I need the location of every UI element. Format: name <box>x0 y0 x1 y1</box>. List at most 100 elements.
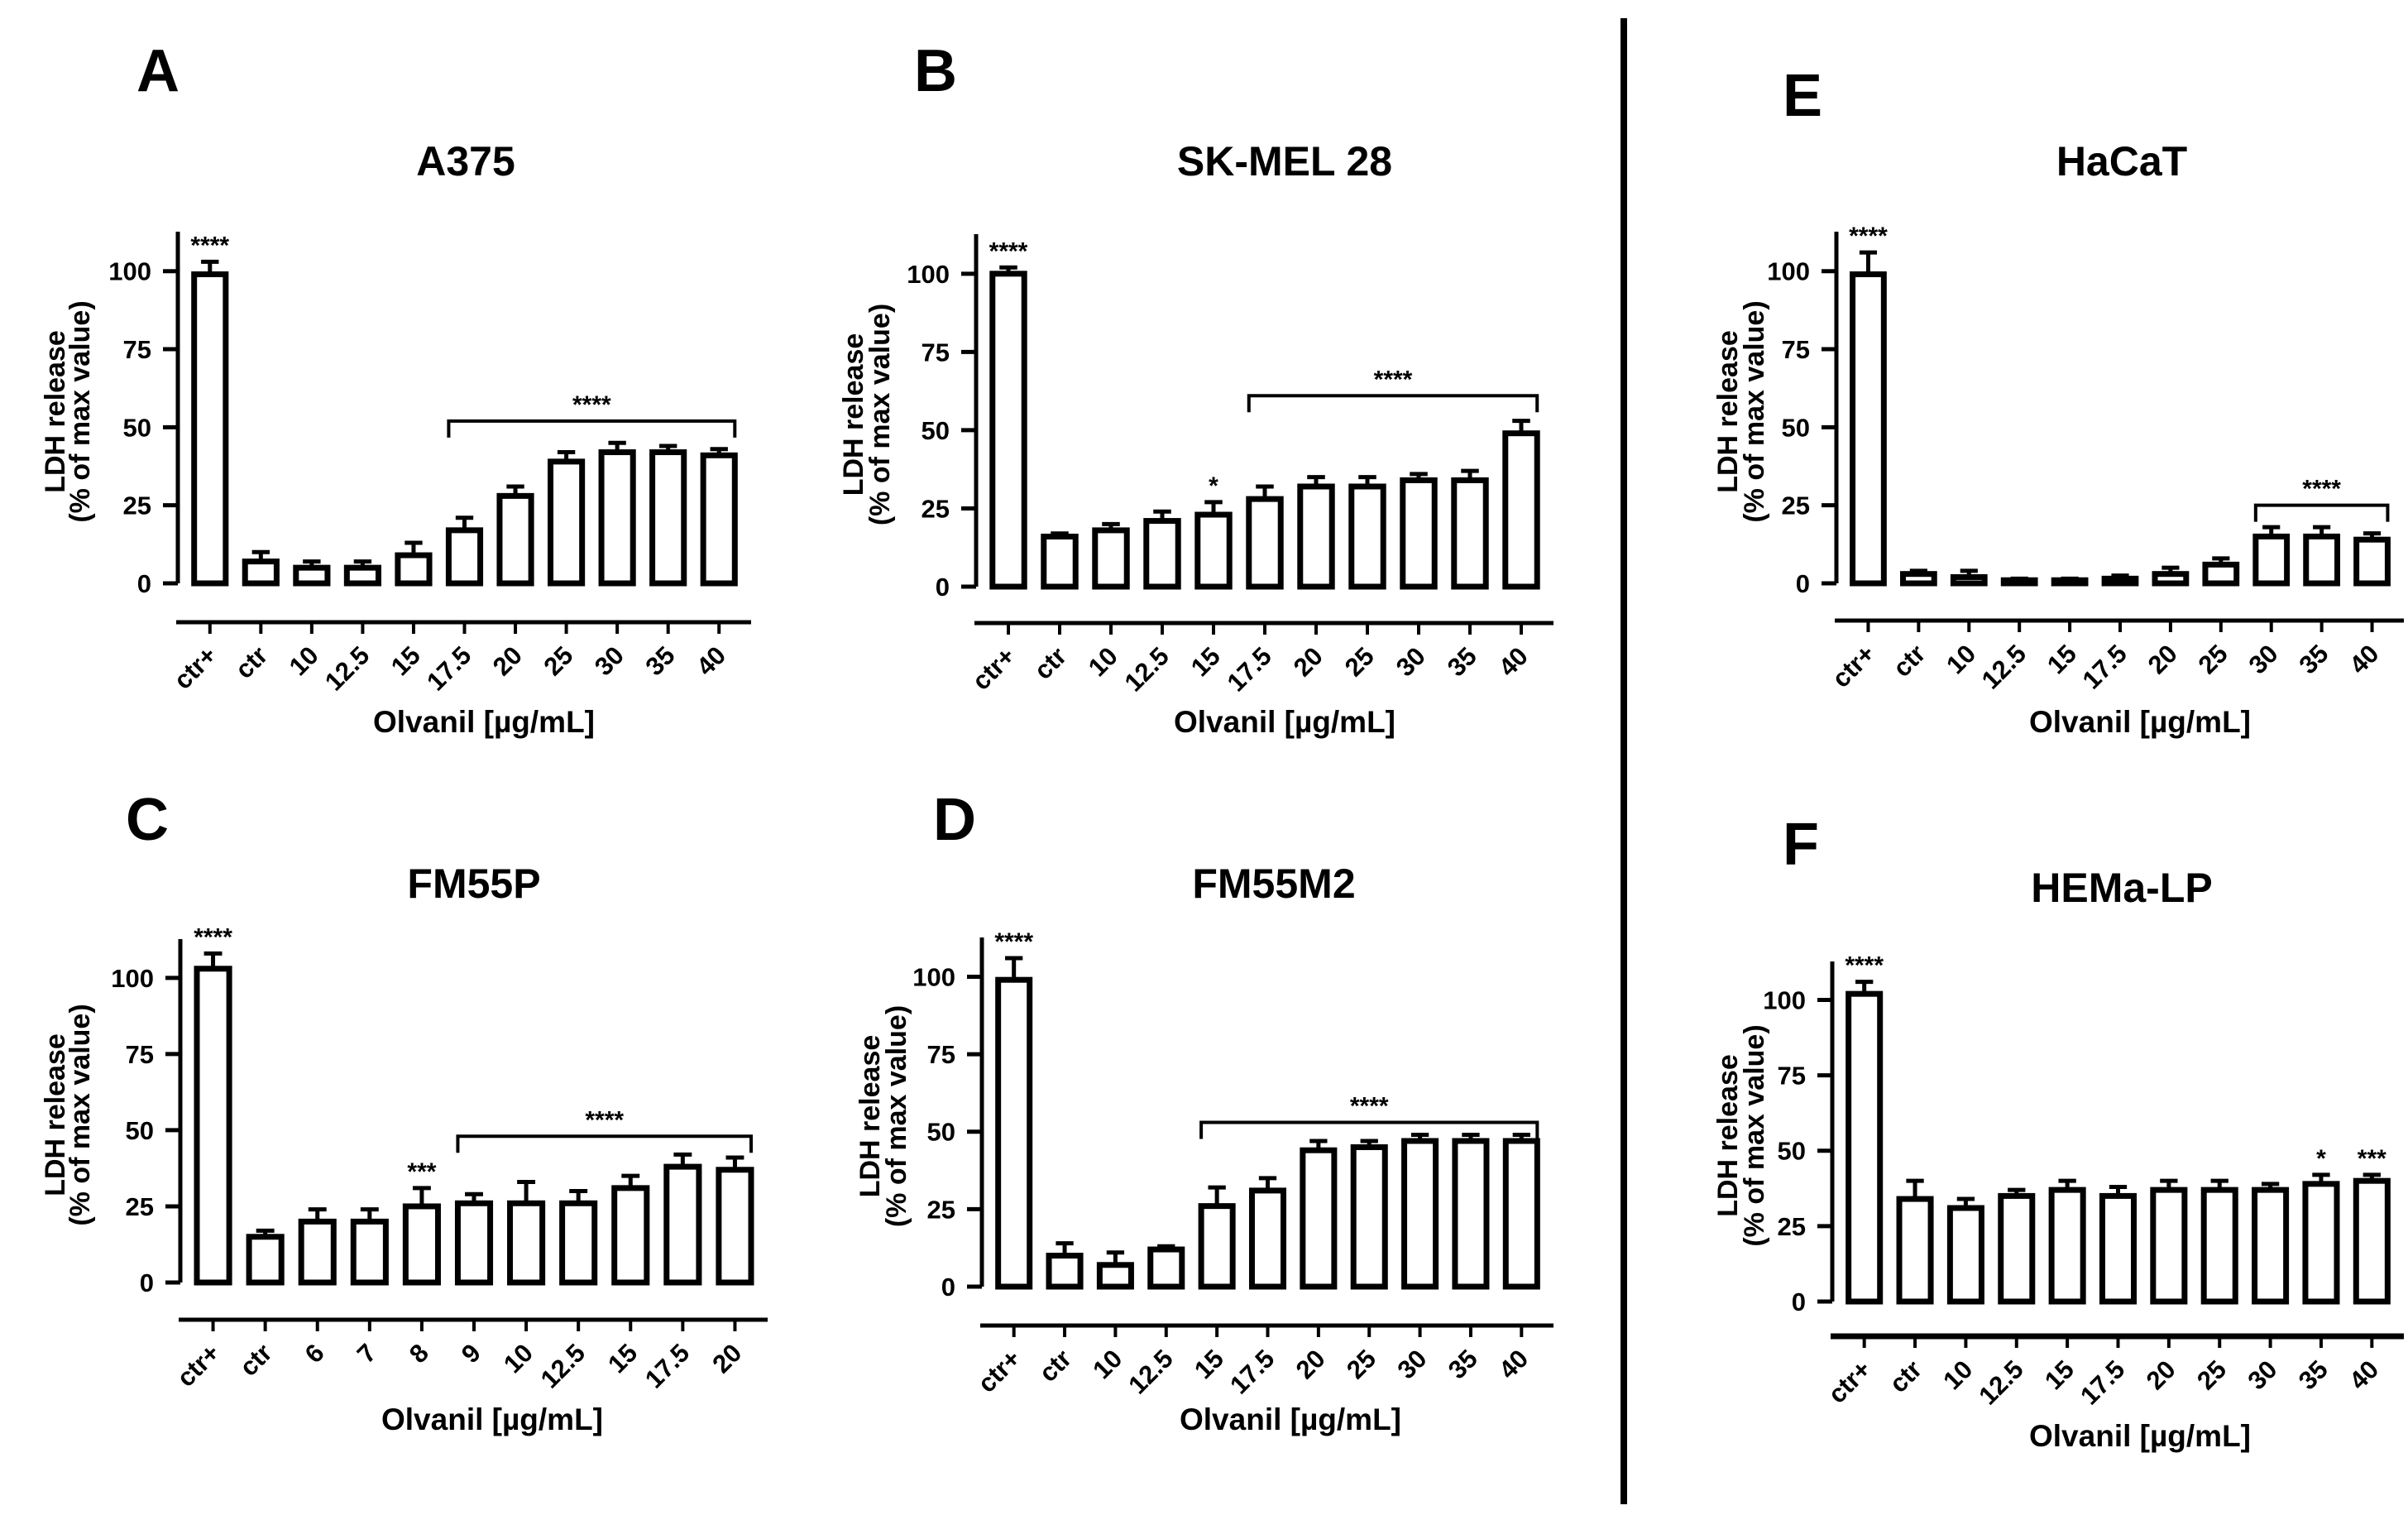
panel-e: E HaCaT 0 25 50 75 100 LDH release(% of max val… <box>1712 63 2404 739</box>
y-tick-label: 25 <box>1782 491 1810 520</box>
panel-a: A A375 0 25 50 75 100 LDH release(% of max valu… <box>40 38 751 739</box>
y-tick-label: 100 <box>111 964 154 993</box>
x-tick-label: 30 <box>1391 1344 1432 1384</box>
chart-title: HaCaT <box>2056 138 2187 185</box>
x-tick-label: 25 <box>1341 1344 1381 1384</box>
y-axis-label-units: (% of max value) <box>65 300 96 522</box>
bar <box>1348 483 1386 590</box>
y-tick-label: 75 <box>922 338 950 367</box>
bar <box>2353 536 2391 587</box>
significance-mark: *** <box>407 1158 436 1186</box>
y-tick-label: 25 <box>1778 1212 1806 1241</box>
bar <box>2101 575 2139 587</box>
panel-letter: B <box>914 38 957 104</box>
y-tick-label: 0 <box>1796 569 1810 598</box>
x-tick-label: 35 <box>1442 641 1482 682</box>
bar <box>1246 496 1284 590</box>
x-tick-label: 17.5 <box>2077 639 2133 694</box>
x-tick-label: 30 <box>2243 639 2284 679</box>
bar <box>2303 533 2341 587</box>
x-tick-label: 30 <box>2242 1354 2282 1395</box>
bar <box>402 1203 441 1286</box>
significance-mark: **** <box>1849 223 1888 250</box>
y-tick-label: 50 <box>123 413 151 442</box>
x-tick-label: 40 <box>1493 641 1534 682</box>
y-tick-label: 50 <box>922 416 950 445</box>
y-tick-label: 75 <box>927 1040 955 1069</box>
bar <box>293 564 331 587</box>
y-tick-label: 50 <box>1778 1137 1806 1166</box>
bar <box>559 1200 598 1286</box>
panel-f: F HEMa-LP 0 25 50 75 100 LDH release(% of max v… <box>1712 812 2404 1453</box>
bar <box>2302 1181 2340 1305</box>
bracket-label: **** <box>2302 476 2341 503</box>
x-tick-label: 15 <box>2039 1354 2080 1395</box>
panel-letter: E <box>1783 63 1822 129</box>
y-axis-label-units: (% of max value) <box>881 1005 912 1227</box>
x-tick-label: 10 <box>1087 1344 1127 1384</box>
y-tick-label: 75 <box>126 1040 154 1069</box>
significance-mark: **** <box>989 237 1028 265</box>
y-tick-label: 0 <box>1792 1287 1806 1316</box>
y-tick-label: 100 <box>108 257 151 286</box>
x-tick-label: 35 <box>639 640 680 681</box>
x-tick-label: 35 <box>2293 1354 2334 1395</box>
x-axis-label: Olvanil [µg/mL] <box>1174 705 1395 739</box>
chart-title: FM55P <box>407 861 540 907</box>
x-tick-label: 12.5 <box>535 1338 591 1393</box>
x-tick-label: 25 <box>1339 641 1380 682</box>
x-tick-label: 6 <box>299 1338 330 1369</box>
bar <box>2099 1192 2138 1305</box>
x-tick-label: 7 <box>352 1338 382 1369</box>
x-tick-label: ctr+ <box>171 1338 226 1393</box>
x-tick-label: 25 <box>538 640 578 681</box>
x-tick-label: 40 <box>1493 1344 1534 1384</box>
x-tick-label: 12.5 <box>1123 1344 1178 1399</box>
significance-mark: **** <box>190 232 229 259</box>
bar <box>496 492 534 587</box>
bar <box>2000 577 2038 587</box>
significance-mark: **** <box>194 923 232 951</box>
bar <box>1899 571 1937 587</box>
bar <box>995 976 1033 1290</box>
bar <box>1946 1205 1984 1305</box>
significance-mark: * <box>2316 1145 2326 1172</box>
bracket-label: **** <box>585 1106 624 1134</box>
panel-letter: C <box>126 787 169 853</box>
y-axis-label: LDH release <box>1712 330 1744 493</box>
bar <box>2048 1187 2086 1305</box>
bar <box>1248 1187 1287 1290</box>
x-tick-label: 20 <box>1288 641 1328 682</box>
bar <box>1350 1143 1388 1290</box>
x-tick-label: 30 <box>589 640 630 681</box>
chart-title: SK-MEL 28 <box>1177 138 1392 185</box>
x-tick-label: 17.5 <box>421 640 476 696</box>
y-tick-label: 0 <box>936 573 950 602</box>
y-axis-label: LDH release <box>40 1033 71 1196</box>
bar <box>194 966 232 1286</box>
bar <box>1850 271 1887 587</box>
x-tick-label: ctr+ <box>1826 639 1881 693</box>
significance-mark: **** <box>1845 952 1884 980</box>
x-tick-label: 25 <box>2191 1354 2232 1395</box>
significance-mark: * <box>1209 472 1218 500</box>
y-tick-label: 75 <box>123 335 151 364</box>
bar <box>1143 518 1181 590</box>
y-tick-label: 0 <box>140 1268 154 1297</box>
x-axis-label: Olvanil [µg/mL] <box>381 1402 603 1436</box>
y-tick-label: 0 <box>941 1273 955 1302</box>
bracket-label: **** <box>1374 366 1413 393</box>
chart-title: A375 <box>416 138 515 185</box>
x-tick-label: 20 <box>706 1338 747 1378</box>
bar <box>2252 533 2291 587</box>
bar <box>350 1218 389 1286</box>
panel-b: B SK-MEL 28 0 25 50 75 100 LDH release(% of max… <box>838 38 1553 739</box>
bar <box>2353 1177 2391 1305</box>
x-tick-label: 20 <box>2141 1354 2181 1395</box>
x-tick-label: ctr <box>229 640 273 684</box>
bar <box>2202 561 2240 587</box>
x-tick-label: ctr+ <box>1822 1354 1877 1409</box>
bracket-label: **** <box>1350 1092 1389 1119</box>
bar <box>1300 1147 1338 1290</box>
x-tick-label: ctr <box>1884 1354 1927 1398</box>
